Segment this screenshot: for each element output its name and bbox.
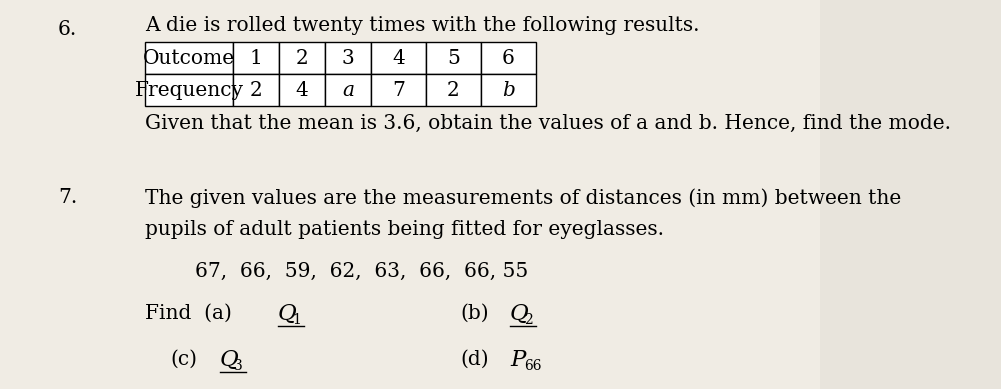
- Text: 6.: 6.: [58, 20, 77, 39]
- Text: Given that the mean is 3.6, obtain the values of a and b. Hence, find the mode.: Given that the mean is 3.6, obtain the v…: [145, 114, 951, 133]
- Text: Find  (a): Find (a): [145, 304, 232, 323]
- Bar: [145, 74, 233, 106]
- Text: Outcome: Outcome: [143, 49, 235, 68]
- Bar: [371, 74, 426, 106]
- Text: b: b: [503, 81, 515, 100]
- Text: 66: 66: [524, 359, 542, 373]
- Text: Q: Q: [278, 303, 296, 325]
- Text: P: P: [510, 349, 526, 371]
- Text: 7: 7: [392, 81, 405, 100]
- Text: 2: 2: [524, 313, 533, 327]
- Bar: [325, 74, 371, 106]
- Text: (d): (d): [460, 350, 488, 369]
- Text: 1: 1: [292, 313, 301, 327]
- Text: a: a: [342, 81, 354, 100]
- Bar: [0, 0, 820, 389]
- Text: 3: 3: [341, 49, 354, 68]
- Text: Q: Q: [510, 303, 529, 325]
- Bar: [233, 42, 279, 74]
- Text: 2: 2: [295, 49, 308, 68]
- Text: 4: 4: [295, 81, 308, 100]
- Text: Q: Q: [220, 349, 239, 371]
- Text: (b): (b): [460, 304, 488, 323]
- Bar: [279, 74, 325, 106]
- Bar: [145, 42, 233, 74]
- Bar: [279, 42, 325, 74]
- Text: pupils of adult patients being fitted for eyeglasses.: pupils of adult patients being fitted fo…: [145, 220, 664, 239]
- Bar: [426, 42, 481, 74]
- Bar: [233, 74, 279, 106]
- Text: 67,  66,  59,  62,  63,  66,  66, 55: 67, 66, 59, 62, 63, 66, 66, 55: [195, 262, 529, 281]
- Bar: [481, 42, 536, 74]
- Bar: [371, 42, 426, 74]
- Text: The given values are the measurements of distances (in mm) between the: The given values are the measurements of…: [145, 188, 901, 208]
- Text: 4: 4: [392, 49, 404, 68]
- Text: 6: 6: [503, 49, 515, 68]
- Text: A die is rolled twenty times with the following results.: A die is rolled twenty times with the fo…: [145, 16, 700, 35]
- Text: (c): (c): [170, 350, 197, 369]
- Text: 7.: 7.: [58, 188, 77, 207]
- Bar: [481, 74, 536, 106]
- Text: 2: 2: [447, 81, 459, 100]
- Text: 3: 3: [234, 359, 243, 373]
- Bar: [426, 74, 481, 106]
- Text: Frequency: Frequency: [134, 81, 243, 100]
- Text: 1: 1: [249, 49, 262, 68]
- Text: 2: 2: [249, 81, 262, 100]
- Text: 5: 5: [447, 49, 459, 68]
- Bar: [325, 42, 371, 74]
